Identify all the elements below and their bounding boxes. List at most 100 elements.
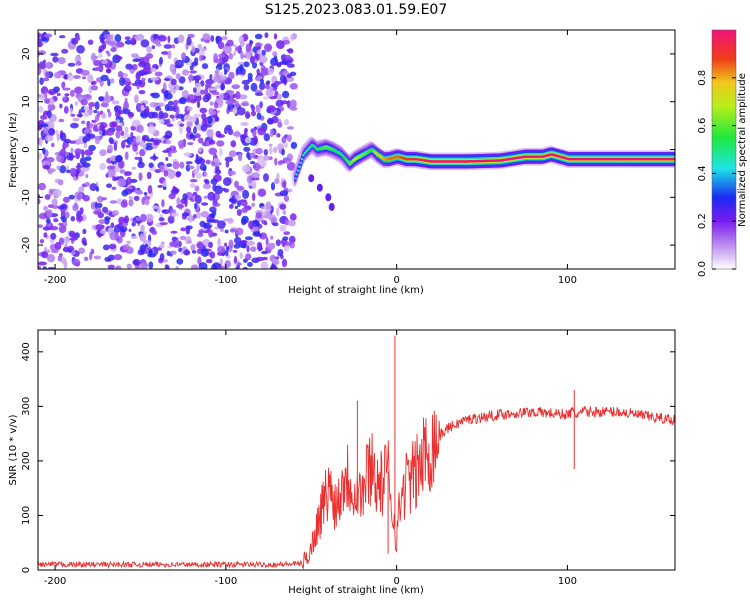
noise-blob <box>124 215 129 224</box>
noise-blob <box>52 188 62 198</box>
ridge-segment <box>473 160 476 163</box>
noise-blob <box>261 219 267 225</box>
ridge-segment <box>669 157 673 161</box>
noise-blob <box>122 108 131 115</box>
noise-blob <box>136 124 144 133</box>
noise-blob <box>158 217 165 222</box>
noise-blob <box>109 78 115 84</box>
ridge-segment <box>672 157 675 161</box>
noise-blob <box>200 248 209 257</box>
snr-series-line <box>38 405 675 570</box>
noise-blob <box>247 262 253 267</box>
ridge-segment <box>430 160 433 163</box>
noise-blob <box>235 68 239 76</box>
noise-blob <box>199 54 203 62</box>
ridge-segment <box>671 157 674 161</box>
noise-blob <box>219 227 225 232</box>
ridge-segment <box>572 157 576 161</box>
ridge-segment <box>505 158 509 161</box>
noise-blob <box>277 143 284 151</box>
noise-blob <box>230 140 237 148</box>
noise-blob <box>217 245 226 254</box>
noise-blob <box>93 59 101 67</box>
ridge-segment <box>615 157 618 161</box>
noise-blob <box>67 62 76 67</box>
colorbar-tick-label: 0.0 <box>697 261 708 277</box>
ridge-segment <box>560 155 563 159</box>
noise-blob <box>171 212 180 217</box>
colorbar-tick-label: 0.8 <box>697 70 708 86</box>
noise-blob <box>146 46 153 53</box>
ridge-segment <box>452 160 455 163</box>
ridge-segment <box>373 150 376 153</box>
noise-blob <box>154 169 161 173</box>
noise-blob <box>83 105 89 112</box>
x-tick-label: 0 <box>393 576 399 587</box>
noise-blob <box>277 249 284 257</box>
noise-blob <box>263 133 270 142</box>
ridge-segment <box>399 156 402 159</box>
x-tick-label: -100 <box>215 576 238 587</box>
noise-blob <box>236 107 246 116</box>
ridge-segment <box>428 159 431 163</box>
noise-blob <box>129 217 133 222</box>
noise-blob <box>107 144 113 154</box>
noise-blob <box>56 165 61 171</box>
noise-blob <box>193 113 202 118</box>
ridge-segment <box>398 155 401 159</box>
noise-blob <box>153 39 161 45</box>
noise-blob <box>212 202 221 207</box>
noise-blob <box>241 79 250 85</box>
noise-blob <box>84 181 90 187</box>
ridge-segment <box>458 160 461 163</box>
ridge-segment <box>489 159 492 162</box>
noise-blob <box>149 102 159 108</box>
ridge-segment <box>571 157 574 161</box>
ridge-segment <box>342 155 345 158</box>
ridge-segment <box>493 159 496 162</box>
noise-blob <box>235 227 244 236</box>
noise-blob <box>214 169 222 175</box>
ridge-segment <box>437 160 440 163</box>
noise-blob <box>145 142 152 147</box>
ridge-segment <box>667 157 670 161</box>
noise-blob <box>99 229 107 234</box>
noise-blob <box>131 63 138 71</box>
ridge-segment <box>577 157 580 161</box>
ridge-segment <box>663 157 666 161</box>
ridge-segment <box>357 156 360 159</box>
noise-blob <box>169 250 177 255</box>
noise-blob <box>62 97 67 102</box>
noise-blob <box>147 125 156 134</box>
noise-blob <box>94 114 100 122</box>
ridge-segment <box>612 157 615 161</box>
ridge-segment <box>628 157 632 161</box>
noise-blob <box>46 120 55 130</box>
noise-blob <box>45 135 54 142</box>
x-tick-label: 0 <box>393 275 399 286</box>
noise-blob <box>148 248 153 256</box>
noise-blob <box>109 121 118 128</box>
ridge-segment <box>581 157 584 161</box>
noise-blob <box>208 229 214 238</box>
noise-blob <box>242 189 250 199</box>
ridge-segment <box>500 159 503 162</box>
noise-blob <box>45 62 51 68</box>
ridge-segment <box>327 146 330 149</box>
noise-blob <box>270 242 276 248</box>
noise-blob <box>99 124 105 131</box>
ridge-segment <box>618 157 621 161</box>
noise-blob <box>265 237 269 246</box>
ridge-segment <box>351 160 354 163</box>
noise-blob <box>50 52 59 57</box>
ridge-segment <box>454 160 457 163</box>
ridge-segment <box>400 156 403 159</box>
noise-blob <box>130 37 137 46</box>
ridge-segment <box>408 157 412 161</box>
noise-blob <box>125 63 133 70</box>
noise-blob <box>151 205 159 209</box>
